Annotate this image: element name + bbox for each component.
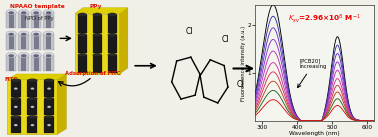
- Bar: [11, 117, 21, 133]
- Ellipse shape: [34, 12, 39, 14]
- Bar: [108, 35, 117, 53]
- Bar: [28, 80, 37, 97]
- Text: FITC: FITC: [5, 77, 19, 82]
- Text: PPy: PPy: [90, 4, 102, 9]
- Text: Adsorption of FITC: Adsorption of FITC: [65, 71, 120, 76]
- Ellipse shape: [14, 88, 18, 90]
- Bar: [43, 34, 54, 50]
- Ellipse shape: [34, 33, 39, 36]
- Ellipse shape: [19, 31, 29, 36]
- Bar: [19, 55, 29, 71]
- Bar: [43, 12, 54, 28]
- Bar: [31, 55, 42, 71]
- Bar: [8, 79, 57, 134]
- Bar: [43, 55, 54, 71]
- Ellipse shape: [21, 54, 26, 57]
- Ellipse shape: [44, 79, 54, 82]
- Ellipse shape: [6, 52, 17, 58]
- Ellipse shape: [46, 12, 51, 14]
- Bar: [108, 15, 117, 33]
- Ellipse shape: [93, 13, 102, 17]
- Ellipse shape: [19, 9, 29, 15]
- Bar: [19, 12, 29, 28]
- Bar: [6, 12, 17, 28]
- Bar: [93, 15, 102, 33]
- Bar: [31, 12, 42, 28]
- Bar: [11, 80, 21, 97]
- Bar: [44, 99, 54, 115]
- Ellipse shape: [31, 9, 42, 15]
- Bar: [78, 35, 87, 53]
- Ellipse shape: [43, 52, 54, 58]
- Ellipse shape: [31, 31, 42, 36]
- Ellipse shape: [31, 124, 34, 126]
- Bar: [6, 55, 17, 71]
- Ellipse shape: [78, 53, 87, 57]
- Ellipse shape: [28, 97, 37, 100]
- Bar: [93, 35, 102, 53]
- Ellipse shape: [31, 52, 42, 58]
- Ellipse shape: [6, 31, 17, 36]
- Bar: [19, 34, 29, 50]
- Ellipse shape: [47, 124, 51, 126]
- Ellipse shape: [47, 106, 51, 108]
- Ellipse shape: [9, 33, 14, 36]
- Ellipse shape: [31, 106, 34, 108]
- Ellipse shape: [14, 124, 18, 126]
- Ellipse shape: [11, 97, 21, 100]
- Bar: [44, 117, 54, 133]
- Bar: [11, 99, 21, 115]
- Ellipse shape: [34, 54, 39, 57]
- Text: [PCB20]
increasing: [PCB20] increasing: [297, 58, 327, 88]
- Ellipse shape: [6, 9, 17, 15]
- Ellipse shape: [11, 115, 21, 119]
- Ellipse shape: [11, 79, 21, 82]
- Bar: [31, 34, 42, 50]
- Ellipse shape: [43, 9, 54, 15]
- Y-axis label: Fluorescence intensity (a.u.): Fluorescence intensity (a.u.): [241, 25, 246, 101]
- Text: $\mathit{K}_{sv}$=2.96×10$^8$ M$^{-1}$: $\mathit{K}_{sv}$=2.96×10$^8$ M$^{-1}$: [288, 12, 361, 25]
- Ellipse shape: [46, 54, 51, 57]
- Ellipse shape: [31, 88, 34, 90]
- Bar: [46, 34, 51, 49]
- Bar: [93, 55, 102, 73]
- Text: Cl: Cl: [237, 80, 244, 89]
- Ellipse shape: [47, 88, 51, 90]
- Ellipse shape: [93, 33, 102, 37]
- Bar: [34, 34, 39, 49]
- Bar: [34, 13, 39, 28]
- Ellipse shape: [108, 13, 117, 17]
- X-axis label: Wavelength (nm): Wavelength (nm): [289, 131, 340, 136]
- Bar: [108, 55, 117, 73]
- Bar: [78, 15, 87, 33]
- Ellipse shape: [43, 31, 54, 36]
- Bar: [9, 34, 14, 49]
- Bar: [34, 56, 39, 71]
- Ellipse shape: [108, 53, 117, 57]
- Ellipse shape: [14, 106, 18, 108]
- Ellipse shape: [78, 13, 87, 17]
- Ellipse shape: [44, 115, 54, 119]
- Text: Cl: Cl: [186, 27, 193, 36]
- Ellipse shape: [46, 33, 51, 36]
- Polygon shape: [120, 8, 128, 74]
- Bar: [21, 13, 26, 28]
- Ellipse shape: [108, 33, 117, 37]
- Ellipse shape: [19, 52, 29, 58]
- Polygon shape: [8, 74, 67, 79]
- Ellipse shape: [28, 115, 37, 119]
- Ellipse shape: [21, 12, 26, 14]
- Ellipse shape: [28, 79, 37, 82]
- Bar: [9, 13, 14, 28]
- Bar: [6, 34, 17, 50]
- Bar: [46, 56, 51, 71]
- Text: NPD of PPy: NPD of PPy: [25, 16, 54, 21]
- Ellipse shape: [21, 33, 26, 36]
- Text: Cl: Cl: [222, 35, 229, 44]
- Bar: [28, 99, 37, 115]
- Bar: [21, 56, 26, 71]
- Bar: [75, 14, 120, 74]
- Ellipse shape: [44, 97, 54, 100]
- Text: NPAAO template: NPAAO template: [10, 4, 65, 9]
- Polygon shape: [75, 8, 128, 14]
